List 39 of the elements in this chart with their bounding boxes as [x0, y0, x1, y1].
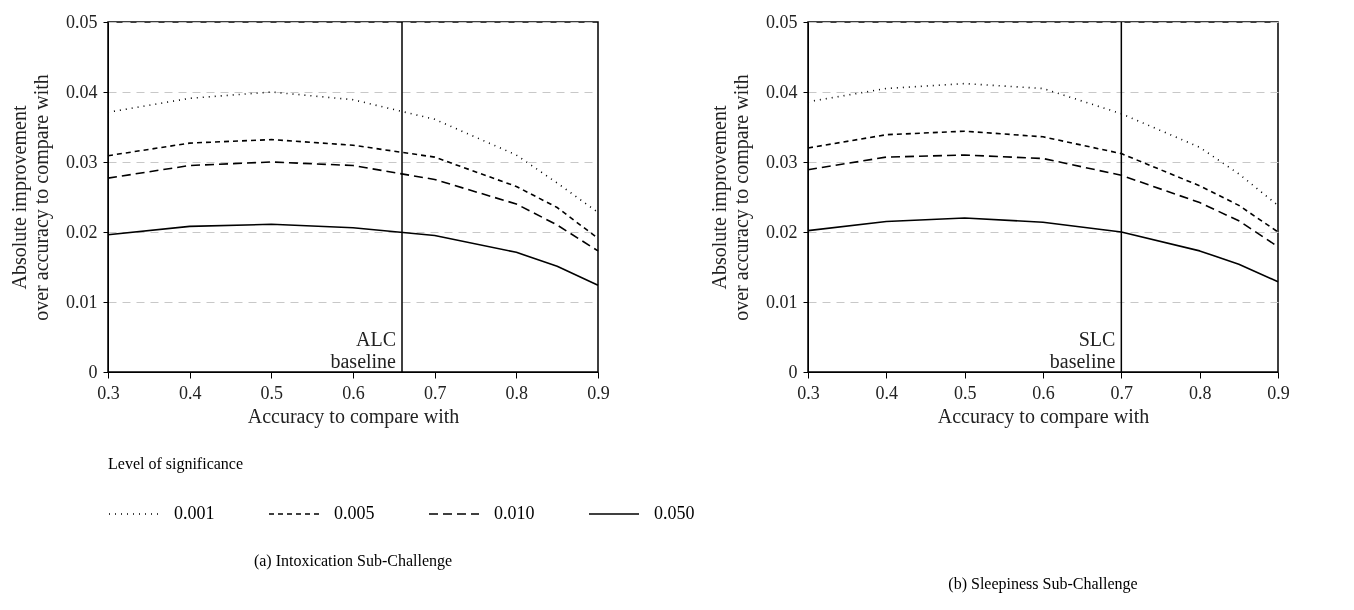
- x-tick-label: 0.8: [1188, 382, 1212, 403]
- x-tick-label: 0.3: [97, 382, 120, 403]
- x-tick-label: 0.6: [1032, 382, 1055, 403]
- text: (b) Sleepiness Sub-Challenge: [948, 575, 1138, 593]
- y-tick-label: 0.04: [66, 81, 98, 102]
- legend-title: Level of significance: [108, 455, 244, 473]
- x-tick-label: 0.6: [342, 382, 365, 403]
- x-tick-label: 0.5: [260, 382, 284, 403]
- x-tick-label: 0.4: [178, 382, 202, 403]
- y-tick-label: 0.02: [66, 221, 98, 242]
- x-tick-label: 0.8: [505, 382, 529, 403]
- y-tick-label: 0.05: [766, 11, 798, 32]
- x-tick-label: 0.7: [423, 382, 447, 403]
- x-axis-title: Accuracy to compare with: [247, 404, 460, 428]
- legend-label: 0.050: [654, 503, 695, 523]
- text: (a) Intoxication Sub-Challenge: [253, 552, 453, 570]
- x-tick-label: 0.5: [953, 382, 977, 403]
- y-axis-title: Absolute improvement over accuracy to compare with: [8, 74, 53, 321]
- y-tick-label: 0.03: [66, 151, 98, 172]
- y-tick-label: 0: [788, 361, 798, 382]
- ref-line-label: ALC baseline: [330, 328, 397, 372]
- y-tick-label: 0.03: [766, 151, 798, 172]
- legend-label: 0.010: [494, 503, 535, 523]
- x-tick-label: 0.3: [797, 382, 820, 403]
- y-tick-label: 0.05: [66, 11, 98, 32]
- y-tick-label: 0.02: [766, 221, 798, 242]
- y-tick-label: 0: [88, 361, 98, 382]
- legend-label: 0.001: [174, 503, 215, 523]
- y-tick-label: 0.01: [766, 291, 798, 312]
- y-tick-label: 0.01: [66, 291, 98, 312]
- x-tick-label: 0.4: [875, 382, 899, 403]
- x-tick-label: 0.7: [1110, 382, 1134, 403]
- x-tick-label: 0.9: [587, 382, 610, 403]
- y-axis-title: Absolute improvement over accuracy to compare with: [708, 74, 753, 321]
- y-tick-label: 0.04: [766, 81, 798, 102]
- x-tick-label: 0.9: [1267, 382, 1290, 403]
- ref-line-label: SLC baseline: [1049, 328, 1116, 372]
- legend-label: 0.005: [334, 503, 375, 523]
- x-axis-title: Accuracy to compare with: [937, 404, 1150, 428]
